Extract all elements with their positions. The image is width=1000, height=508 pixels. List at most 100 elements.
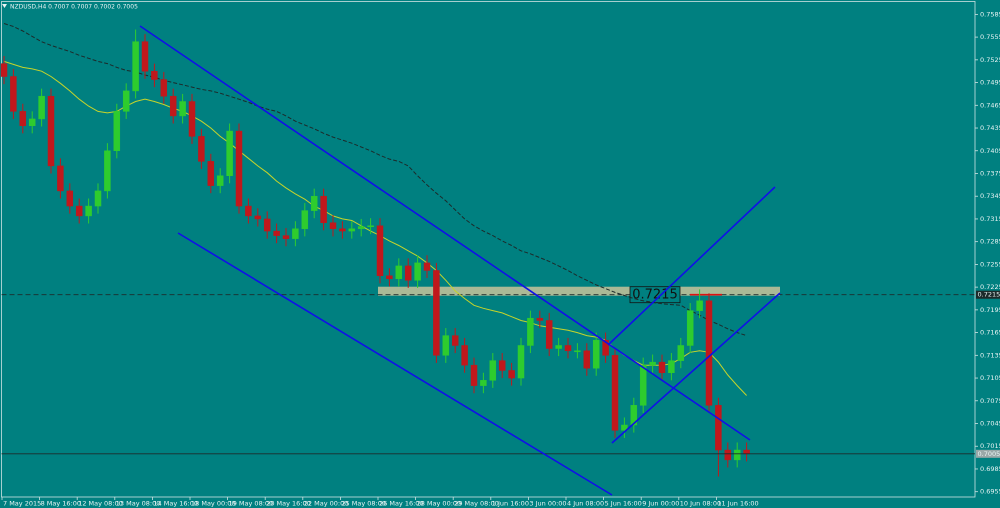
zone <box>378 286 780 296</box>
y-tick-label: 0.7525 <box>980 56 1000 64</box>
candle-body <box>273 230 280 236</box>
candle-body <box>188 101 196 137</box>
y-tick-label: 0.7225 <box>980 283 1000 291</box>
drawings <box>139 25 781 496</box>
candle-body <box>743 449 750 455</box>
trend-line <box>139 25 751 441</box>
candle-body <box>733 449 741 461</box>
candle-body <box>301 210 309 230</box>
candle-body <box>686 310 694 346</box>
candle-body <box>57 165 64 192</box>
candle-body <box>451 335 459 346</box>
trend-line <box>611 292 781 444</box>
y-tick-label: 0.7555 <box>980 33 1000 41</box>
candle-body <box>141 41 149 72</box>
candle-body <box>310 195 318 211</box>
y-tick-label: 0.7045 <box>980 420 1000 428</box>
y-tick-label: 0.7165 <box>980 329 1000 337</box>
x-tick-label: 10 Jun 08:00 <box>680 500 721 508</box>
x-tick-label: 19 May 08:00 <box>229 500 274 508</box>
candle-body <box>19 111 27 127</box>
candle-body <box>395 265 403 280</box>
last-price-box <box>976 449 1000 458</box>
last-price-label: 0.7005 <box>978 450 1000 458</box>
level-axis-box <box>976 290 1000 299</box>
y-tick-label: 0.7255 <box>980 260 1000 268</box>
candle-body <box>442 335 450 356</box>
x-tick-label: 18 May 00:00 <box>191 500 236 508</box>
candle-body <box>527 317 534 346</box>
level-axis-label: 0.7215 <box>978 291 1000 299</box>
y-tick-label: 0.7465 <box>980 101 1000 109</box>
candle-body <box>151 70 158 80</box>
candle-body <box>602 339 609 356</box>
candle-body <box>583 350 591 369</box>
candle-body <box>367 225 374 228</box>
y-tick-label: 0.7075 <box>980 397 1000 405</box>
title-icon <box>2 4 7 8</box>
candle-body <box>75 205 83 217</box>
candle-body <box>423 262 431 271</box>
candle-body <box>489 360 497 381</box>
candle-body <box>122 90 130 112</box>
candle-body <box>47 95 55 167</box>
candle-body <box>630 405 638 426</box>
candle-body <box>0 63 8 77</box>
candle-body <box>320 195 327 223</box>
candle-body <box>668 360 675 373</box>
candle-body <box>169 95 177 117</box>
candle-body <box>226 130 233 177</box>
x-tick-label: 8 May 16:00 <box>41 500 81 508</box>
candle-body <box>414 262 421 281</box>
candle-body <box>480 380 487 386</box>
candle-body <box>94 190 102 207</box>
y-tick-label: 0.7315 <box>980 215 1000 223</box>
candle-body <box>207 161 215 186</box>
chart-title: NZDUSD,H4 0.7007 0.7007 0.7002 0.7005 <box>10 4 138 11</box>
x-tick-label: 13 May 08:00 <box>116 500 161 508</box>
y-tick-label: 0.7015 <box>980 442 1000 450</box>
x-tick-label: 12 May 08:00 <box>78 500 123 508</box>
candle-body <box>564 345 572 352</box>
y-tick-label: 0.7285 <box>980 238 1000 246</box>
candle-body <box>348 228 356 232</box>
y-tick-label: 0.7135 <box>980 351 1000 359</box>
x-tick-label: 1 Jun 16:00 <box>492 500 529 508</box>
y-tick-label: 0.7435 <box>980 124 1000 132</box>
candle-body <box>621 424 628 431</box>
candle-body <box>545 320 553 349</box>
candle-body <box>179 101 186 117</box>
candle-body <box>85 205 92 217</box>
candle-body <box>376 225 384 277</box>
y-tick-label: 0.7375 <box>980 169 1000 177</box>
candle-body <box>555 345 562 349</box>
x-tick-label: 28 May 00:00 <box>417 500 462 508</box>
y-tick-label: 0.7345 <box>980 192 1000 200</box>
x-tick-label: 5 Jun 16:00 <box>605 500 642 508</box>
candle-body <box>263 218 271 232</box>
x-tick-label: 29 May 08:00 <box>454 500 499 508</box>
candle-body <box>677 345 685 361</box>
candle-body <box>508 370 515 379</box>
y-tick-label: 0.7495 <box>980 79 1000 87</box>
candle-body <box>132 41 139 92</box>
candle-body <box>639 364 647 406</box>
trend-line <box>607 186 776 346</box>
plot-frame <box>1 1 976 498</box>
candle-body <box>66 190 74 207</box>
candle-body <box>592 339 600 369</box>
candle-body <box>517 345 525 379</box>
x-tick-label: 20 May 16:00 <box>266 500 311 508</box>
candle-body <box>470 364 478 386</box>
trend-line <box>177 232 613 496</box>
candle-body <box>705 300 713 406</box>
y-tick-label: 0.7105 <box>980 374 1000 382</box>
x-tick-label: 3 Jun 00:00 <box>529 500 566 508</box>
candle-body <box>611 355 619 431</box>
moving-average <box>3 23 747 337</box>
level-tag: 0.7215 <box>632 288 678 303</box>
x-tick-label: 25 May 08:00 <box>341 500 386 508</box>
